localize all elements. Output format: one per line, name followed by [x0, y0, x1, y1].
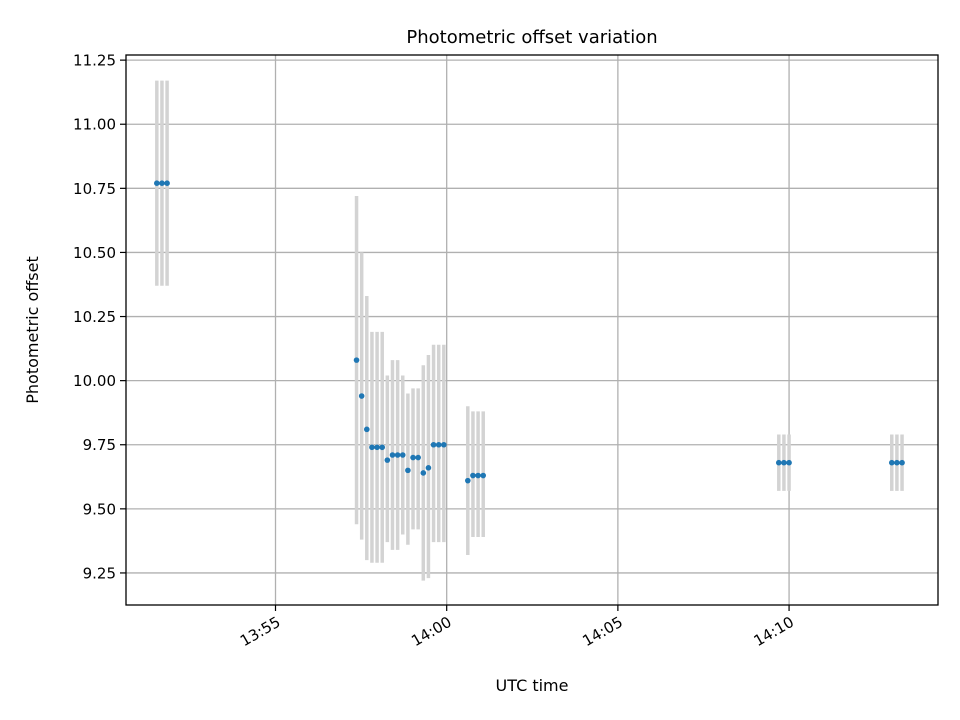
data-point — [781, 459, 787, 466]
data-point — [786, 459, 792, 466]
data-point — [470, 472, 476, 479]
data-point — [154, 180, 160, 187]
y-tick-label: 10.75 — [73, 180, 116, 198]
data-point — [369, 444, 375, 451]
y-axis-ticks: 9.25 9.50 9.75 10.00 10.25 10.50 10.75 11.00 11.… — [73, 52, 126, 582]
y-tick-label: 10.25 — [73, 308, 116, 326]
plot-frame — [125, 54, 939, 606]
data-point — [384, 457, 391, 463]
data-point — [430, 441, 437, 448]
y-tick-label: 11.00 — [73, 116, 116, 134]
data-point — [353, 357, 360, 363]
y-tick-label: 9.75 — [83, 436, 116, 454]
data-point — [405, 467, 411, 474]
y-tick-label: 10.50 — [73, 244, 116, 262]
data-point — [399, 452, 406, 458]
data-point — [159, 180, 165, 187]
data-point — [441, 441, 447, 448]
y-tick-label: 11.25 — [73, 52, 116, 70]
data-point — [374, 444, 380, 451]
data-point — [394, 452, 401, 458]
data-point — [410, 454, 416, 461]
data-point — [475, 472, 481, 479]
data-point — [379, 444, 386, 451]
data-points — [154, 180, 905, 484]
data-point — [425, 465, 432, 471]
chart-title: Photometric offset variation — [406, 27, 657, 48]
y-axis-label: Photometric offset — [23, 256, 42, 404]
data-point — [894, 459, 900, 466]
data-point — [465, 477, 471, 484]
data-point — [389, 452, 396, 458]
x-axis-label: UTC time — [496, 676, 569, 695]
data-point — [364, 426, 370, 433]
grid-lines — [126, 55, 938, 605]
y-tick-label: 10.00 — [73, 372, 116, 390]
y-tick-label: 9.25 — [83, 564, 116, 582]
data-point — [420, 470, 427, 476]
y-tick-label: 9.50 — [83, 500, 116, 518]
data-point — [899, 459, 905, 466]
data-point — [888, 459, 895, 466]
data-point — [415, 454, 421, 461]
data-point — [164, 180, 170, 187]
data-point — [358, 393, 365, 399]
data-point — [435, 441, 442, 448]
data-point — [775, 459, 782, 466]
data-point — [480, 472, 487, 479]
